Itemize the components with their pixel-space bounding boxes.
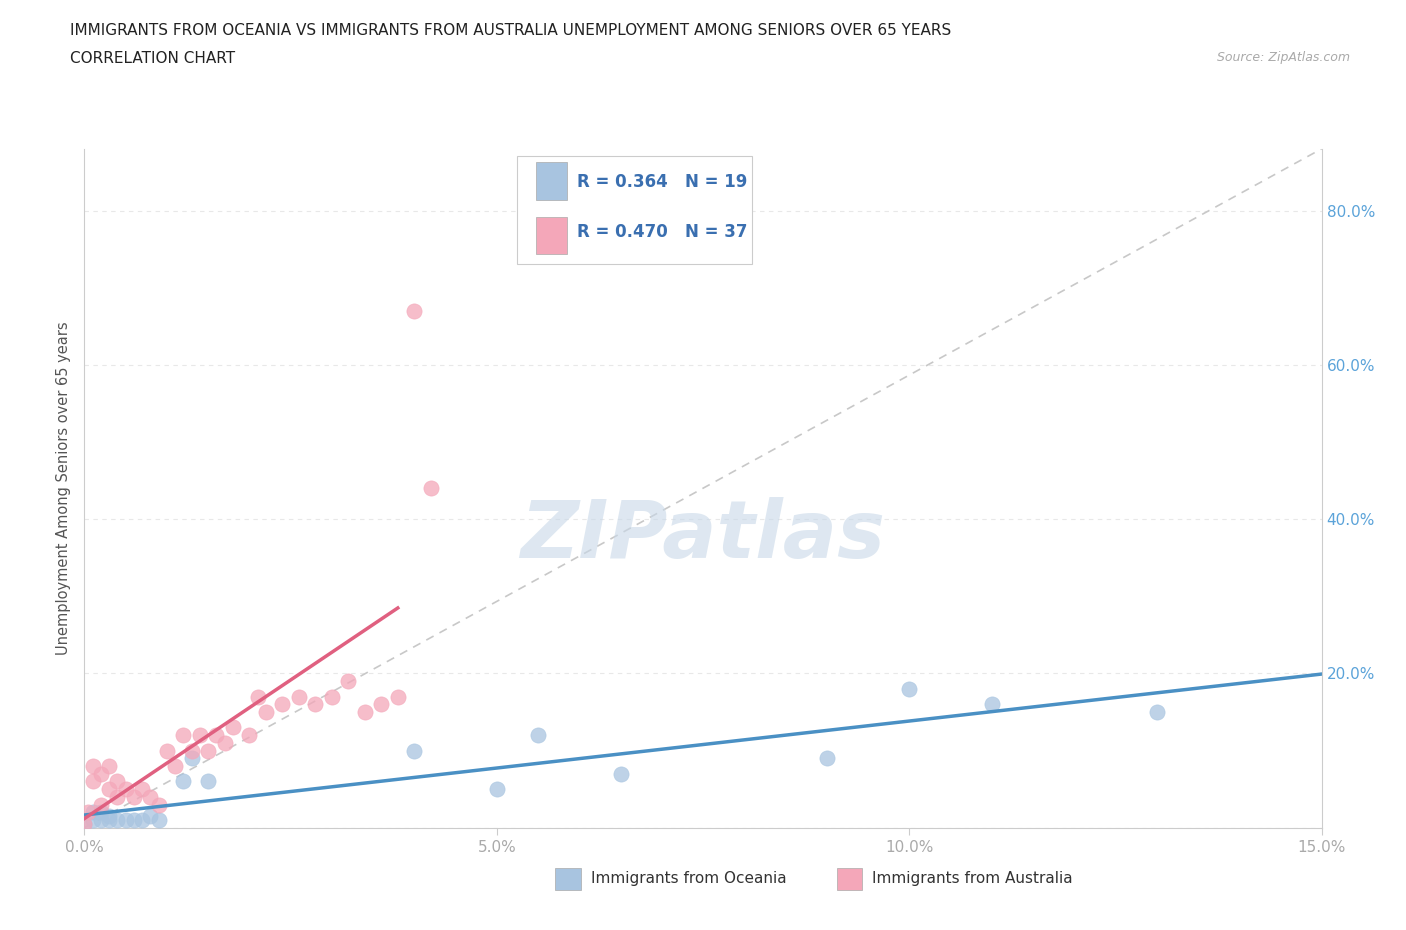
Point xyxy=(148,813,170,828)
Point xyxy=(254,705,277,720)
Point xyxy=(180,743,202,758)
Point xyxy=(246,689,269,704)
Point xyxy=(98,759,121,774)
Point xyxy=(122,813,145,828)
Point xyxy=(139,790,162,804)
Point xyxy=(370,697,392,711)
Point xyxy=(404,743,426,758)
Text: IMMIGRANTS FROM OCEANIA VS IMMIGRANTS FROM AUSTRALIA UNEMPLOYMENT AMONG SENIORS : IMMIGRANTS FROM OCEANIA VS IMMIGRANTS FR… xyxy=(70,23,952,38)
FancyBboxPatch shape xyxy=(517,155,752,264)
Point xyxy=(205,727,228,742)
Text: CORRELATION CHART: CORRELATION CHART xyxy=(70,51,235,66)
Point xyxy=(73,817,96,831)
Point xyxy=(271,697,294,711)
Point xyxy=(82,774,104,789)
Point xyxy=(90,804,112,819)
Point xyxy=(222,720,245,735)
Point xyxy=(197,743,219,758)
Point xyxy=(387,689,409,704)
Text: Source: ZipAtlas.com: Source: ZipAtlas.com xyxy=(1216,51,1350,64)
Point xyxy=(165,759,187,774)
Point xyxy=(898,682,921,697)
Point xyxy=(321,689,343,704)
Point xyxy=(73,817,96,831)
Point xyxy=(105,790,128,804)
Point xyxy=(419,481,441,496)
Point xyxy=(172,774,194,789)
Point xyxy=(172,727,194,742)
Point xyxy=(90,813,112,828)
Point xyxy=(77,804,100,819)
Point xyxy=(98,809,121,824)
Point xyxy=(188,727,211,742)
Point xyxy=(337,673,360,688)
Point xyxy=(82,813,104,828)
Point xyxy=(815,751,838,765)
Point xyxy=(288,689,311,704)
Point xyxy=(105,774,128,789)
Point xyxy=(98,813,121,828)
Text: R = 0.364   N = 19: R = 0.364 N = 19 xyxy=(576,173,747,191)
Point xyxy=(238,727,260,742)
Text: ZIPatlas: ZIPatlas xyxy=(520,497,886,575)
Point xyxy=(609,766,631,781)
Point xyxy=(82,759,104,774)
Point xyxy=(122,790,145,804)
Point xyxy=(180,751,202,765)
Point xyxy=(98,782,121,797)
Bar xyxy=(536,163,567,200)
Point xyxy=(131,813,153,828)
Text: Immigrants from Oceania: Immigrants from Oceania xyxy=(591,871,786,886)
Point xyxy=(139,809,162,824)
Point xyxy=(197,774,219,789)
Point xyxy=(131,782,153,797)
Point xyxy=(90,797,112,812)
Point xyxy=(304,697,326,711)
Point xyxy=(148,797,170,812)
Point xyxy=(404,303,426,318)
Point xyxy=(1146,705,1168,720)
Point xyxy=(485,782,508,797)
Point xyxy=(114,813,136,828)
Bar xyxy=(536,217,567,254)
Point xyxy=(114,782,136,797)
Point xyxy=(527,727,550,742)
Text: Immigrants from Australia: Immigrants from Australia xyxy=(872,871,1073,886)
Point xyxy=(980,697,1002,711)
Point xyxy=(353,705,375,720)
Text: R = 0.470   N = 37: R = 0.470 N = 37 xyxy=(576,223,748,242)
Y-axis label: Unemployment Among Seniors over 65 years: Unemployment Among Seniors over 65 years xyxy=(56,322,72,655)
Point xyxy=(90,766,112,781)
Point xyxy=(214,736,236,751)
Point xyxy=(105,813,128,828)
Point xyxy=(82,804,104,819)
Point xyxy=(156,743,179,758)
